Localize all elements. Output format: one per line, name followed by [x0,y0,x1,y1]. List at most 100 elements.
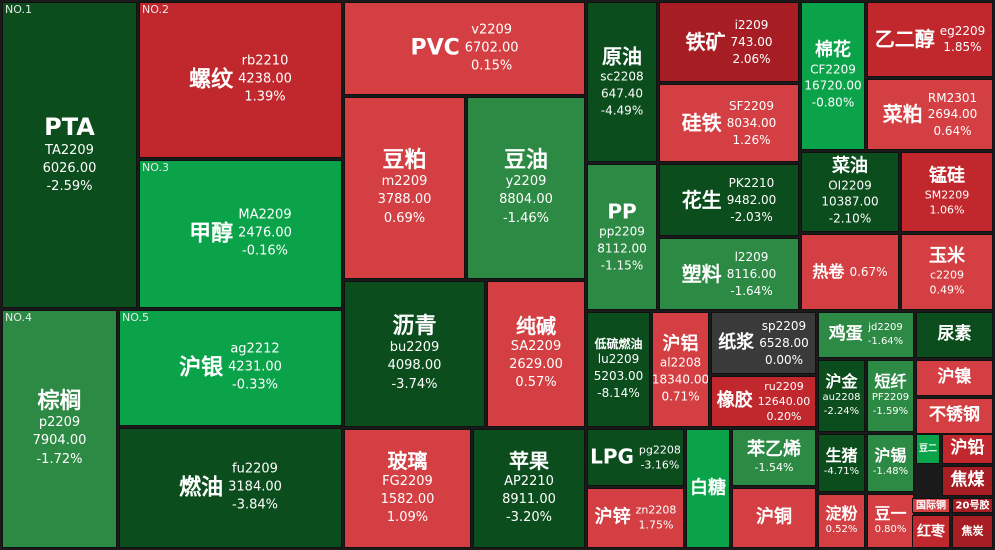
tile-info: fu2209 3184.00 -3.84% [228,461,282,516]
change-percent: -1.59% [872,406,909,418]
tile-content: 甲醇 MA2209 2476.00 -0.16% [140,207,341,262]
tile-info: pg2208 -3.16% [639,442,681,473]
last-price: 8112.00 [597,241,647,256]
tile-info: au2208 -2.24% [823,391,861,419]
tile-jiaomei[interactable]: 焦煤 [942,466,993,496]
change-percent: -0.16% [242,244,288,260]
tile-caiyou[interactable]: 菜油 OI2209 10387.00 -2.10% [801,152,899,232]
tile-diliu[interactable]: 低硫燃油 lu2209 5203.00 -8.14% [587,312,650,427]
tile-douyou[interactable]: 豆油 y2209 8804.00 -1.46% [467,97,585,279]
tile-info: l2209 8116.00 -1.64% [727,249,777,299]
tile-mianhua[interactable]: 棉花 CF2209 16720.00 -0.80% [801,2,865,150]
tile-content: 豆一 0.80% [868,504,913,537]
tile-zonglv[interactable]: NO.4 棕榈 p2209 7904.00 -1.72% [2,310,117,548]
tile-jiaotan[interactable]: 焦炭 [952,515,993,548]
tile-huyin[interactable]: NO.5 沪银 ag2212 4231.00 -0.33% [119,310,342,426]
tile-haojiao[interactable]: 20号胶 [952,498,993,513]
tile-pvc[interactable]: PVC v2209 6702.00 0.15% [344,2,585,95]
tile-lpg[interactable]: LPG pg2208 -3.16% [587,429,684,486]
change-percent: -1.48% [872,466,909,478]
tile-huasheng[interactable]: 花生 PK2210 9482.00 -2.03% [659,164,799,236]
tile-content: 豆粕 m2209 3788.00 0.69% [345,148,464,228]
tile-huxi[interactable]: 沪锡 -1.48% [867,434,914,492]
tile-pingguo[interactable]: 苹果 AP2210 8911.00 -3.20% [473,429,585,548]
tile-douer[interactable]: 豆二 [916,434,940,464]
tile-luowen[interactable]: NO.2 螺纹 rb2210 4238.00 1.39% [139,2,342,158]
tile-info: -1.54% [755,460,794,475]
tile-duanxian[interactable]: 短纤 PF2209 -1.59% [867,360,914,432]
tile-shengzhu[interactable]: 生猪 -4.71% [818,434,865,492]
tile-guitie[interactable]: 硅铁 SF2209 8034.00 1.26% [659,84,799,162]
tile-doupo[interactable]: 豆粕 m2209 3788.00 0.69% [344,97,465,279]
rank-label: NO.5 [122,311,149,324]
commodity-name: 短纤 [874,371,907,391]
tile-pta[interactable]: NO.1 PTA TA2209 6026.00 -2.59% [2,2,137,308]
last-price: 2694.00 [927,107,978,122]
tile-yumi[interactable]: 玉米 c2209 0.49% [901,234,993,310]
tile-content: 玉米 c2209 0.49% [902,246,992,297]
tile-guojitong[interactable]: 国际铜 [912,498,950,513]
change-percent: -4.49% [600,102,644,117]
change-percent: 1.09% [386,510,429,526]
tile-hulv[interactable]: 沪铝 al2208 18340.00 0.71% [652,312,709,427]
change-percent: -2.59% [46,178,93,194]
tile-info: 0.67% [849,264,887,281]
last-price: 8034.00 [726,115,777,130]
tile-rejuan[interactable]: 热卷 0.67% [801,234,899,310]
contract-code: pp2209 [599,224,645,239]
tile-content: PP pp2209 8112.00 -1.15% [588,200,656,273]
contract-code: SM2209 [924,187,970,201]
tile-caipo[interactable]: 菜粕 RM2301 2694.00 0.64% [867,79,993,150]
tile-huxin[interactable]: 沪锌 zn2208 1.75% [587,488,684,548]
contract-code: y2209 [505,174,547,190]
tile-tiekuang[interactable]: 铁矿 i2209 743.00 2.06% [659,2,799,82]
tile-douyi[interactable]: 豆一 0.80% [867,494,914,548]
tile-info: -4.71% [824,465,859,479]
tile-content: 沪金 au2208 -2.24% [819,372,864,419]
contract-code: jd2209 [868,322,903,333]
tile-chunjian[interactable]: 纯碱 SA2209 2629.00 0.57% [487,281,585,427]
commodity-name: 鸡蛋 [828,324,863,345]
contract-code: au2208 [822,392,861,404]
tile-info: c2209 0.49% [930,267,965,298]
tile-suliao[interactable]: 塑料 l2209 8116.00 -1.64% [659,238,799,310]
tile-hunie[interactable]: 沪镍 [916,360,993,396]
change-percent: -3.84% [232,498,278,514]
contract-code: i2209 [734,17,769,32]
tile-content: 原油 sc2208 647.40 -4.49% [588,45,656,118]
tile-zhijiang[interactable]: 纸浆 sp2209 6528.00 0.00% [711,312,816,374]
change-percent: 1.75% [638,519,674,532]
contract-code: FG2209 [382,473,433,489]
tile-liqing[interactable]: 沥青 bu2209 4098.00 -3.74% [344,281,485,427]
tile-buxiugang[interactable]: 不锈钢 [916,398,993,434]
commodity-name: 生猪 [825,445,858,465]
contract-code: c2209 [929,267,965,281]
tile-content: 焦煤 [943,471,992,491]
tile-hujin[interactable]: 沪金 au2208 -2.24% [818,360,865,432]
tile-info: ag2212 4231.00 -0.33% [228,341,282,396]
tile-baitang[interactable]: 白糖 [686,429,730,548]
tile-jidan[interactable]: 鸡蛋 jd2209 -1.64% [818,312,914,358]
change-percent: 0.57% [515,375,557,391]
tile-info: -1.48% [873,465,908,479]
tile-hongzao[interactable]: 红枣 [912,515,950,548]
tile-content: 豆二 [917,444,939,454]
tile-niaosu[interactable]: 尿素 [916,312,993,358]
tile-pp[interactable]: PP pp2209 8112.00 -1.15% [587,164,657,310]
change-percent: 1.85% [943,40,982,55]
tile-jiachun[interactable]: NO.3 甲醇 MA2209 2476.00 -0.16% [139,160,342,308]
tile-mengui[interactable]: 锰硅 SM2209 1.06% [901,152,993,232]
tile-yierchun[interactable]: 乙二醇 eg2209 1.85% [867,2,993,77]
tile-ranyou[interactable]: 燃油 fu2209 3184.00 -3.84% [119,428,342,548]
tile-hutong[interactable]: 沪铜 [732,488,816,548]
tile-benyixi[interactable]: 苯乙烯 -1.54% [732,429,816,486]
tile-content: 沪锌 zn2208 1.75% [588,503,683,534]
tile-hugian[interactable]: 沪铅 [942,434,993,464]
tile-info: OI2209 10387.00 -2.10% [821,177,878,227]
last-price: 12640.00 [757,394,811,408]
commodity-name: 豆粕 [382,148,427,174]
tile-yuanyou[interactable]: 原油 sc2208 647.40 -4.49% [587,2,657,162]
tile-xiangjiao[interactable]: 橡胶 ru2209 12640.00 0.20% [711,376,816,427]
tile-boli[interactable]: 玻璃 FG2209 1582.00 1.09% [344,429,471,548]
tile-dianfen[interactable]: 淀粉 0.52% [818,494,865,548]
